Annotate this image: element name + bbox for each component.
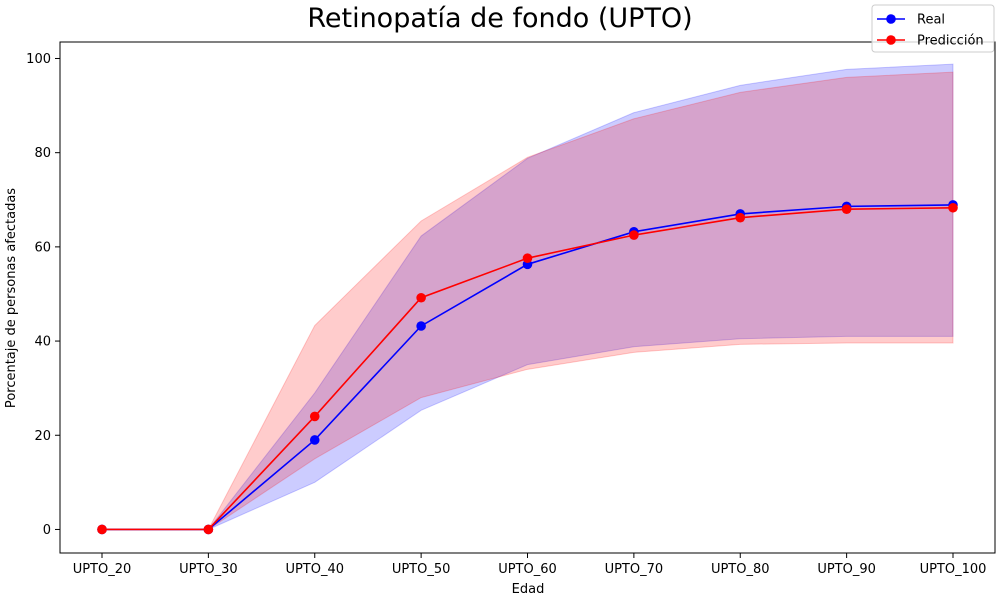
x-tick-label: UPTO_70 <box>605 562 664 577</box>
legend-label-real: Real <box>917 13 945 28</box>
y-tick-label: 40 <box>34 335 51 350</box>
data-point-prediccion <box>522 253 533 263</box>
axes: UPTO_20 UPTO_30 UPTO_40 UPTO_50 UPTO_60 UPTO_… <box>26 41 996 577</box>
data-point-prediccion <box>203 524 214 535</box>
x-tick-label: UPTO_40 <box>285 562 344 577</box>
data-point-prediccion <box>948 202 958 213</box>
data-point-prediccion <box>841 204 852 214</box>
data-point-prediccion <box>309 411 320 422</box>
legend-label-prediccion: Predicción <box>917 34 984 49</box>
legend-marker-real <box>886 14 896 24</box>
data-point-prediccion <box>97 524 107 535</box>
data-point-prediccion <box>629 230 639 240</box>
x-tick-label: UPTO_90 <box>817 562 876 577</box>
x-axis-label: Edad <box>512 582 545 597</box>
x-tick-label: UPTO_100 <box>920 562 987 577</box>
data-point-real <box>309 435 320 445</box>
x-tick-label: UPTO_60 <box>498 562 557 577</box>
legend: Real Predicción <box>871 4 995 53</box>
x-tick-label: UPTO_80 <box>711 562 770 577</box>
chart-title: Retinopatía de fondo (UPTO) <box>307 3 692 34</box>
data-point-prediccion <box>735 212 746 223</box>
y-tick-label: 0 <box>43 523 51 538</box>
x-tick-label: UPTO_30 <box>179 562 238 577</box>
series-lines <box>97 200 958 535</box>
legend-marker-prediccion <box>886 35 896 45</box>
y-tick-label: 100 <box>26 52 51 67</box>
data-point-real <box>416 321 426 331</box>
y-tick-label: 20 <box>34 429 51 444</box>
x-tick-label: UPTO_20 <box>73 562 132 577</box>
y-tick-label: 60 <box>34 240 51 255</box>
x-tick-label: UPTO_50 <box>392 562 451 577</box>
data-point-prediccion <box>416 292 426 303</box>
y-axis-label: Porcentaje de personas afectadas <box>4 188 19 408</box>
y-tick-label: 80 <box>34 146 51 161</box>
